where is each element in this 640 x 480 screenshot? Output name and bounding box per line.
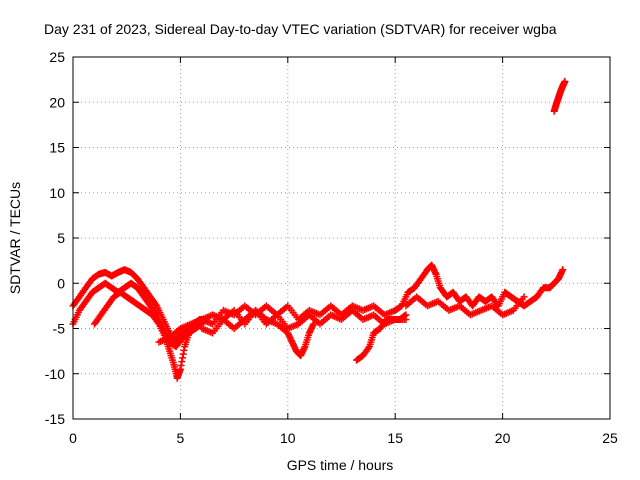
y-tick-label: 20 (49, 94, 65, 110)
data-point (561, 77, 569, 85)
data-point (185, 329, 193, 337)
data-point (154, 318, 162, 326)
data-point (401, 312, 409, 320)
y-tick-label: -5 (53, 321, 66, 337)
axis-ticks: 0 5 10 15 20 25 -15 -10 -5 0 5 10 15 20 25 (45, 49, 618, 446)
data-point (364, 344, 372, 352)
data-point (152, 300, 160, 308)
x-tick-label: 0 (69, 430, 77, 446)
y-tick-label: -10 (45, 366, 65, 382)
series-track-j (550, 77, 569, 115)
data-point (559, 266, 567, 274)
series-track-i (402, 293, 528, 319)
y-tick-label: 10 (49, 185, 65, 201)
y-tick-label: 0 (57, 275, 65, 291)
x-tick-label: 15 (387, 430, 403, 446)
x-axis-label: GPS time / hours (287, 457, 394, 473)
x-tick-label: 10 (280, 430, 296, 446)
chart-title: Day 231 of 2023, Sidereal Day-to-day VTE… (44, 21, 557, 37)
x-tick-label: 20 (495, 430, 511, 446)
y-tick-label: 15 (49, 140, 65, 156)
x-tick-label: 25 (602, 430, 618, 446)
x-tick-label: 5 (177, 430, 185, 446)
grid (73, 57, 610, 419)
series-track-h (391, 261, 567, 314)
series-track-g (353, 311, 410, 364)
data-point (310, 320, 318, 328)
series-track-f (155, 306, 318, 360)
y-tick-label: 25 (49, 49, 65, 65)
y-tick-label: 5 (57, 230, 65, 246)
data-point (520, 293, 528, 301)
data-points (69, 77, 569, 382)
data-point (402, 311, 410, 319)
y-tick-label: -15 (45, 411, 65, 427)
plot-frame (72, 56, 611, 420)
series-track-c (90, 288, 193, 382)
y-axis-label: SDTVAR / TECUs (7, 182, 23, 294)
